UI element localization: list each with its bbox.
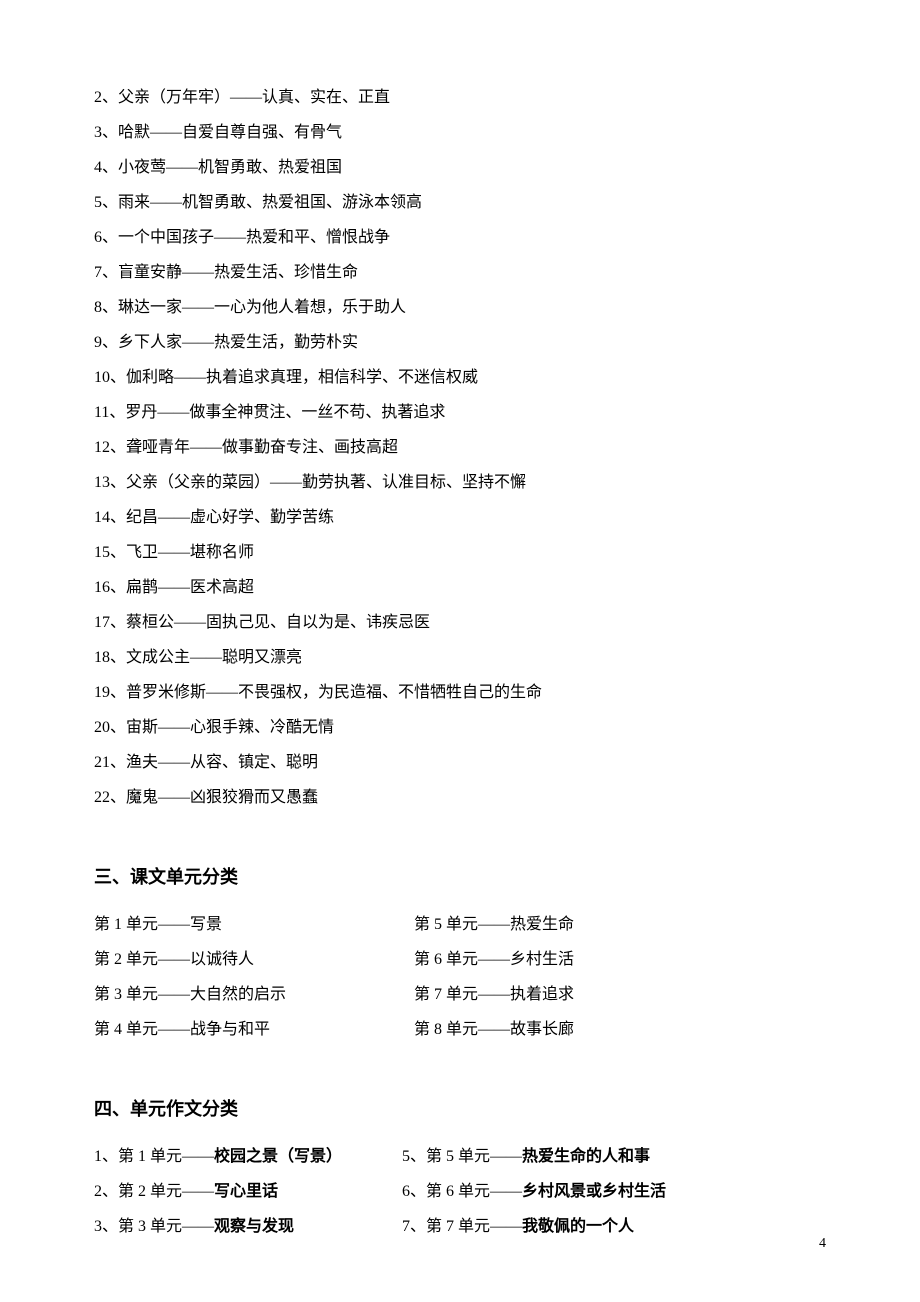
essay-item: 3、第 3 单元——观察与发现 bbox=[94, 1209, 402, 1244]
unit-item: 第 5 单元——热爱生命 bbox=[414, 907, 826, 942]
list-item: 16、扁鹊——医术高超 bbox=[94, 570, 826, 605]
essay-prefix: 2、第 2 单元—— bbox=[94, 1183, 214, 1200]
list-item: 7、盲童安静——热爱生活、珍惜生命 bbox=[94, 255, 826, 290]
unit-col-right: 第 5 单元——热爱生命 第 6 单元——乡村生活 第 7 单元——执着追求 第… bbox=[414, 907, 826, 1047]
list-item: 11、罗丹——做事全神贯注、一丝不苟、执著追求 bbox=[94, 395, 826, 430]
essay-item: 7、第 7 单元——我敬佩的一个人 bbox=[402, 1209, 826, 1244]
essay-title: 观察与发现 bbox=[214, 1218, 294, 1235]
section-4-heading: 四、单元作文分类 bbox=[94, 1095, 826, 1121]
essay-prefix: 5、第 5 单元—— bbox=[402, 1148, 522, 1165]
list-item: 9、乡下人家——热爱生活，勤劳朴实 bbox=[94, 325, 826, 360]
list-item: 3、哈默——自爱自尊自强、有骨气 bbox=[94, 115, 826, 150]
unit-item: 第 8 单元——故事长廊 bbox=[414, 1012, 826, 1047]
list-item: 6、一个中国孩子——热爱和平、憎恨战争 bbox=[94, 220, 826, 255]
list-item: 13、父亲（父亲的菜园）——勤劳执著、认准目标、坚持不懈 bbox=[94, 465, 826, 500]
list-item: 20、宙斯——心狠手辣、冷酷无情 bbox=[94, 710, 826, 745]
list-item: 15、飞卫——堪称名师 bbox=[94, 535, 826, 570]
list-item: 4、小夜莺——机智勇敢、热爱祖国 bbox=[94, 150, 826, 185]
essay-item: 5、第 5 单元——热爱生命的人和事 bbox=[402, 1139, 826, 1174]
list-item: 10、伽利略——执着追求真理，相信科学、不迷信权威 bbox=[94, 360, 826, 395]
essay-item: 6、第 6 单元——乡村风景或乡村生活 bbox=[402, 1174, 826, 1209]
list-item: 12、聋哑青年——做事勤奋专注、画技高超 bbox=[94, 430, 826, 465]
essay-prefix: 1、第 1 单元—— bbox=[94, 1148, 214, 1165]
essay-col-right: 5、第 5 单元——热爱生命的人和事 6、第 6 单元——乡村风景或乡村生活 7… bbox=[402, 1139, 826, 1244]
unit-item: 第 3 单元——大自然的启示 bbox=[94, 977, 414, 1012]
essay-col-left: 1、第 1 单元——校园之景（写景） 2、第 2 单元——写心里话 3、第 3 … bbox=[94, 1139, 402, 1244]
essay-prefix: 6、第 6 单元—— bbox=[402, 1183, 522, 1200]
essay-title: 写心里话 bbox=[214, 1183, 278, 1200]
essay-item: 1、第 1 单元——校园之景（写景） bbox=[94, 1139, 402, 1174]
list-item: 19、普罗米修斯——不畏强权，为民造福、不惜牺牲自己的生命 bbox=[94, 675, 826, 710]
unit-item: 第 1 单元——写景 bbox=[94, 907, 414, 942]
unit-item: 第 7 单元——执着追求 bbox=[414, 977, 826, 1012]
list-item: 21、渔夫——从容、镇定、聪明 bbox=[94, 745, 826, 780]
list-item: 18、文成公主——聪明又漂亮 bbox=[94, 640, 826, 675]
list-item: 17、蔡桓公——固执己见、自以为是、讳疾忌医 bbox=[94, 605, 826, 640]
essay-title: 乡村风景或乡村生活 bbox=[522, 1183, 666, 1200]
unit-item: 第 6 单元——乡村生活 bbox=[414, 942, 826, 977]
essay-title: 热爱生命的人和事 bbox=[522, 1148, 650, 1165]
essay-classification: 1、第 1 单元——校园之景（写景） 2、第 2 单元——写心里话 3、第 3 … bbox=[94, 1139, 826, 1244]
page-number: 4 bbox=[819, 1236, 826, 1252]
character-list: 2、父亲（万年牢）——认真、实在、正直 3、哈默——自爱自尊自强、有骨气 4、小… bbox=[94, 80, 826, 815]
essay-item: 2、第 2 单元——写心里话 bbox=[94, 1174, 402, 1209]
essay-title: 我敬佩的一个人 bbox=[522, 1218, 634, 1235]
list-item: 8、琳达一家——一心为他人着想，乐于助人 bbox=[94, 290, 826, 325]
unit-col-left: 第 1 单元——写景 第 2 单元——以诚待人 第 3 单元——大自然的启示 第… bbox=[94, 907, 414, 1047]
section-3-heading: 三、课文单元分类 bbox=[94, 863, 826, 889]
document-page: 2、父亲（万年牢）——认真、实在、正直 3、哈默——自爱自尊自强、有骨气 4、小… bbox=[0, 0, 920, 1302]
list-item: 5、雨来——机智勇敢、热爱祖国、游泳本领高 bbox=[94, 185, 826, 220]
essay-prefix: 3、第 3 单元—— bbox=[94, 1218, 214, 1235]
essay-title: 校园之景（写景） bbox=[214, 1148, 342, 1165]
essay-prefix: 7、第 7 单元—— bbox=[402, 1218, 522, 1235]
list-item: 22、魔鬼——凶狠狡猾而又愚蠢 bbox=[94, 780, 826, 815]
unit-classification: 第 1 单元——写景 第 2 单元——以诚待人 第 3 单元——大自然的启示 第… bbox=[94, 907, 826, 1047]
list-item: 2、父亲（万年牢）——认真、实在、正直 bbox=[94, 80, 826, 115]
unit-item: 第 4 单元——战争与和平 bbox=[94, 1012, 414, 1047]
list-item: 14、纪昌——虚心好学、勤学苦练 bbox=[94, 500, 826, 535]
unit-item: 第 2 单元——以诚待人 bbox=[94, 942, 414, 977]
